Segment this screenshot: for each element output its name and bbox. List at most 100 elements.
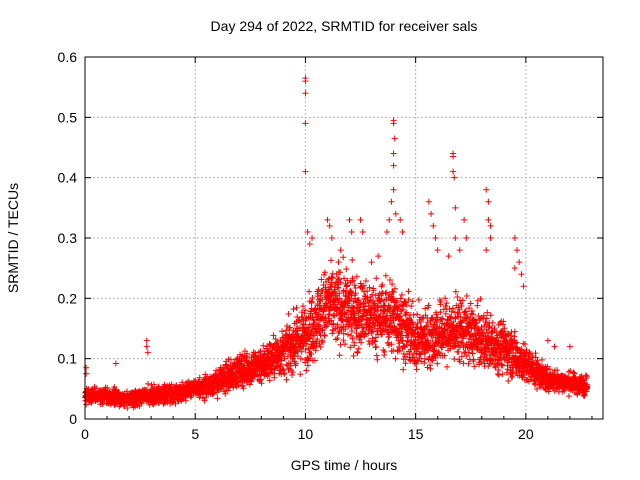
data-point [311, 320, 318, 327]
data-point [567, 368, 574, 375]
data-point [399, 338, 406, 345]
outlier-point [335, 259, 342, 266]
data-point [390, 289, 397, 296]
data-point [330, 320, 337, 327]
data-point [266, 340, 273, 347]
data-point [455, 348, 462, 355]
data-point [473, 319, 480, 326]
outlier-point [452, 204, 459, 211]
data-point [439, 344, 446, 351]
outlier-point [544, 337, 551, 344]
data-point [477, 354, 484, 361]
data-point [347, 332, 354, 339]
data-point [374, 356, 381, 363]
data-point [427, 365, 434, 372]
data-point [227, 356, 234, 363]
data-point [441, 333, 448, 340]
outlier-point [390, 162, 397, 169]
data-point [301, 307, 308, 314]
data-point [340, 337, 347, 344]
y-tick-label: 0 [69, 411, 77, 427]
data-point [354, 349, 361, 356]
data-point [311, 332, 318, 339]
data-point [455, 310, 462, 317]
outlier-point [450, 153, 457, 160]
data-point [288, 372, 295, 379]
data-point [392, 285, 398, 292]
data-point [279, 347, 286, 354]
outlier-point [485, 216, 492, 223]
outlier-point [346, 216, 353, 223]
data-point [444, 363, 451, 370]
data-point [584, 381, 591, 388]
data-point [526, 349, 533, 356]
data-point [467, 300, 474, 307]
data-point [244, 350, 251, 357]
data-point [397, 295, 404, 302]
outlier-point [357, 216, 364, 223]
data-point [222, 390, 229, 397]
x-tick-label: 10 [298, 426, 314, 442]
data-point [336, 352, 343, 359]
outlier-point [328, 235, 335, 241]
data-point [453, 335, 460, 342]
data-point [144, 380, 151, 387]
data-point [338, 298, 345, 305]
data-point [344, 282, 351, 289]
data-point [325, 276, 332, 283]
data-point [336, 290, 343, 297]
data-point [196, 394, 203, 401]
data-point [578, 373, 585, 380]
outlier-point [518, 271, 525, 278]
data-point [371, 338, 378, 345]
outlier-point [514, 247, 521, 254]
data-point [172, 400, 179, 407]
data-point [460, 333, 467, 340]
data-point [396, 347, 403, 354]
data-point [410, 311, 417, 318]
data-point [448, 308, 455, 315]
data-point [458, 339, 465, 346]
data-point [441, 352, 448, 359]
data-point [388, 341, 395, 348]
data-point [406, 351, 413, 358]
data-point [297, 371, 304, 378]
data-point [352, 290, 359, 297]
data-point [402, 310, 409, 317]
data-point [371, 322, 378, 329]
data-point [312, 347, 319, 354]
outlier-point [456, 247, 463, 254]
data-point [299, 313, 306, 320]
data-point [309, 295, 316, 302]
data-point [459, 339, 466, 346]
data-point [387, 276, 394, 283]
x-tick-label: 0 [81, 426, 89, 442]
data-point [413, 366, 420, 373]
data-point [475, 325, 482, 332]
data-point [281, 369, 288, 376]
data-point [329, 330, 336, 337]
data-point [347, 344, 354, 351]
data-point [330, 312, 337, 319]
data-point [328, 317, 335, 324]
outlier-point [434, 247, 441, 254]
outlier-point [83, 370, 90, 377]
data-point [428, 356, 435, 363]
data-point [348, 292, 355, 299]
x-tick-label: 15 [408, 426, 424, 442]
data-point [471, 363, 478, 370]
data-point [280, 366, 287, 373]
data-point [352, 284, 359, 291]
outlier-point [390, 120, 397, 127]
data-point [379, 281, 386, 288]
data-point [565, 393, 572, 400]
x-tick-label: 20 [518, 426, 534, 442]
data-point [332, 336, 339, 343]
data-point [348, 327, 355, 334]
data-point [297, 355, 304, 362]
data-point [421, 360, 428, 367]
data-point [418, 358, 425, 365]
data-point [388, 320, 395, 327]
data-point [302, 346, 309, 353]
